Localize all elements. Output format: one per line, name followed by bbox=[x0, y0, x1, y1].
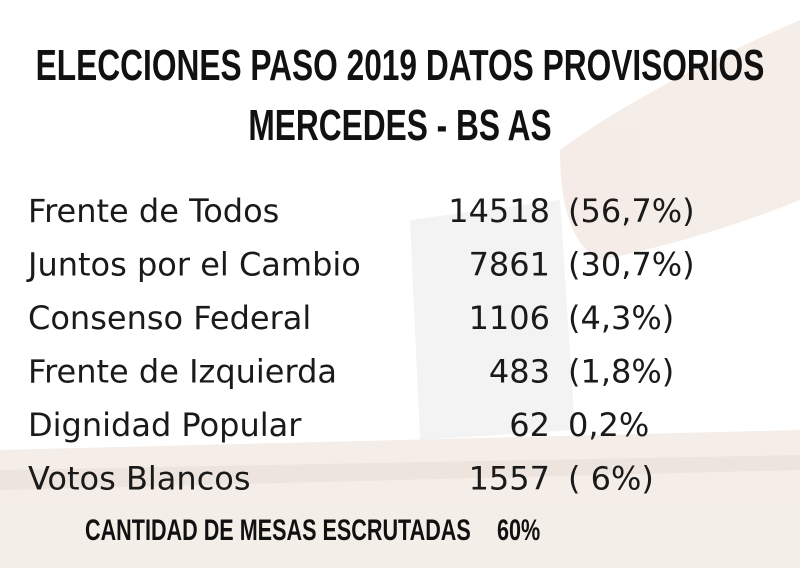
content: ELECCIONES PASO 2019 DATOS PROVISORIOS ME… bbox=[26, 41, 764, 547]
title-line: ELECCIONES PASO 2019 DATOS PROVISORIOS bbox=[36, 41, 765, 90]
votes: 483 bbox=[489, 353, 550, 391]
party-name: Dignidad Popular bbox=[28, 406, 302, 444]
ballot-box-slot bbox=[0, 455, 800, 490]
hand bbox=[560, 20, 800, 260]
votes: 7861 bbox=[469, 246, 550, 284]
percent: 0,2% bbox=[568, 406, 649, 444]
votes: 14518 bbox=[448, 192, 550, 230]
ballot-paper bbox=[410, 200, 575, 440]
percent: ( 6%) bbox=[568, 460, 654, 498]
votes: 1557 bbox=[469, 460, 550, 498]
votes: 1106 bbox=[469, 299, 550, 337]
percent: (1,8%) bbox=[568, 353, 674, 391]
percent: (56,7%) bbox=[568, 192, 695, 230]
party-name: Frente de Todos bbox=[28, 192, 279, 230]
ballot-box bbox=[0, 430, 800, 568]
percent: (4,3%) bbox=[568, 299, 674, 337]
party-name: Frente de Izquierda bbox=[28, 353, 337, 391]
title-line: MERCEDES - BS AS bbox=[248, 101, 551, 150]
party-name: Votos Blancos bbox=[28, 460, 251, 498]
footer-label: CANTIDAD DE MESAS ESCRUTADAS bbox=[85, 512, 471, 546]
party-name: Juntos por el Cambio bbox=[26, 246, 361, 284]
votes: 62 bbox=[509, 406, 550, 444]
percent: (30,7%) bbox=[568, 246, 695, 284]
footer-value: 60% bbox=[497, 512, 540, 546]
party-name: Consenso Federal bbox=[28, 299, 311, 337]
background bbox=[0, 20, 800, 568]
